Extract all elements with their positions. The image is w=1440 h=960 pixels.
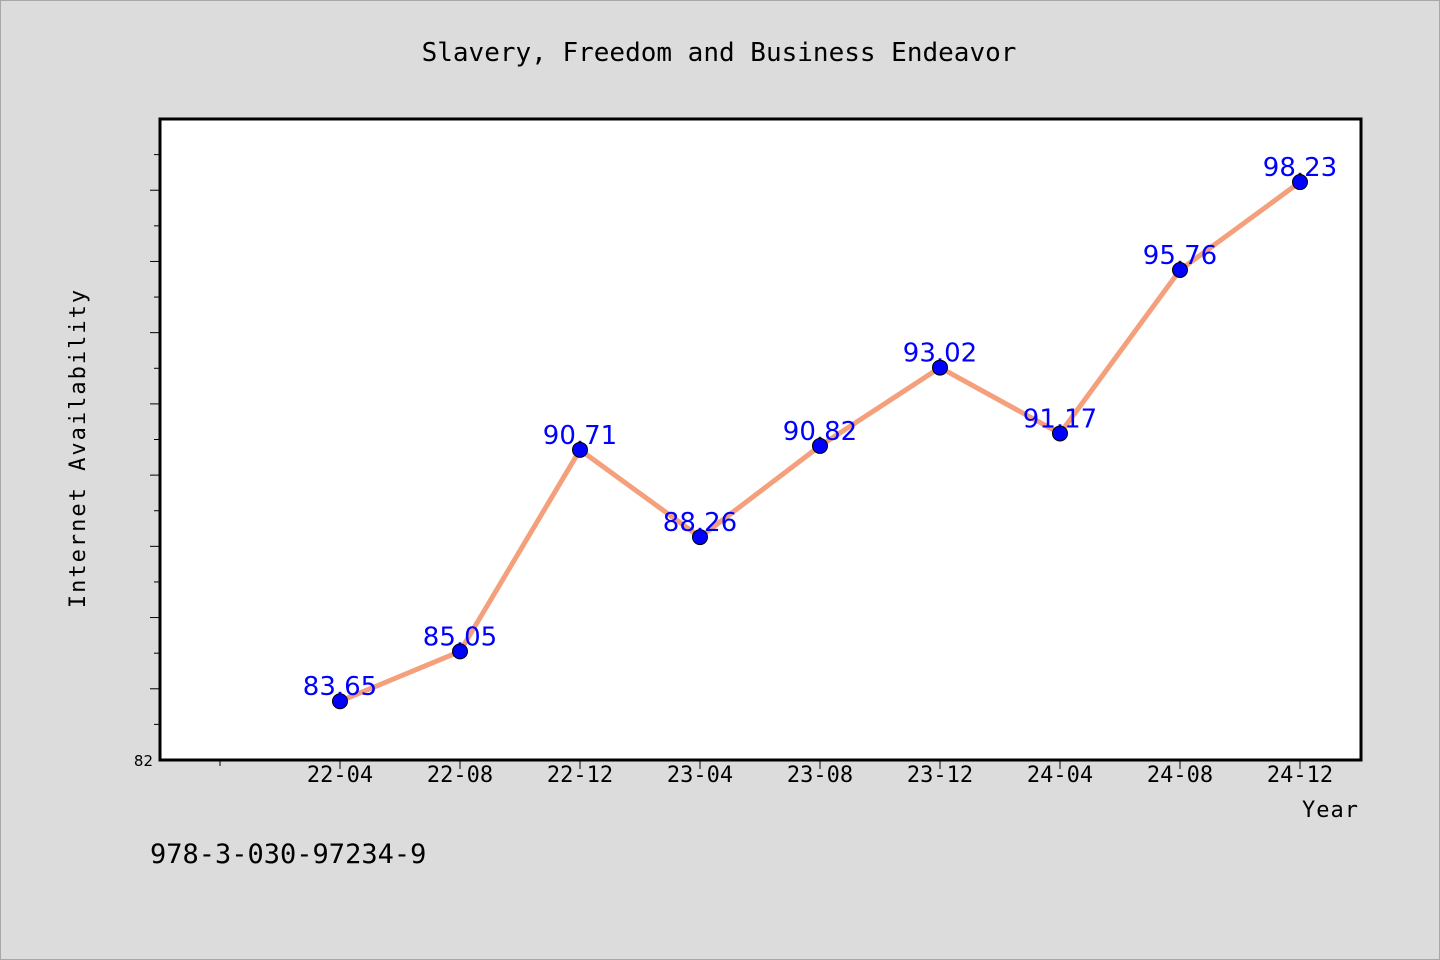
data-point <box>1052 425 1068 442</box>
data-point <box>692 529 708 546</box>
data-point <box>332 693 348 710</box>
data-labels-group: 83.6585.0590.7188.2690.8293.0291.1795.76… <box>303 153 1337 702</box>
x-axis-label: Year <box>1302 798 1359 823</box>
x-tick-label: 24-04 <box>1027 763 1093 788</box>
chart-title: Slavery, Freedom and Business Endeavor <box>422 38 1017 68</box>
x-tick-label: 23-12 <box>907 763 973 788</box>
x-tick-labels: 22-04 22-08 22-12 23-04 23-08 23-12 24-04 24-08… <box>307 763 1333 788</box>
footer-code: 978-3-030-97234-9 <box>150 839 426 870</box>
data-point <box>1172 261 1188 278</box>
data-point <box>812 437 828 454</box>
data-point <box>1292 174 1308 191</box>
x-axis-ticks <box>219 760 1301 769</box>
markers-group <box>332 174 1308 710</box>
x-tick-label: 22-12 <box>547 763 613 788</box>
x-tick-label: 24-12 <box>1267 763 1333 788</box>
data-point <box>572 441 588 458</box>
x-tick-label: 24-08 <box>1147 763 1213 788</box>
x-tick-label: 22-08 <box>427 763 493 788</box>
x-tick-label: 23-04 <box>667 763 733 788</box>
x-tick-label: 22-04 <box>307 763 373 788</box>
plot-area <box>158 117 1363 762</box>
y-axis-ticks <box>150 154 160 725</box>
x-tick-label: 23-08 <box>787 763 853 788</box>
data-point <box>932 359 948 376</box>
y-axis-label: Internet Availability <box>66 288 91 608</box>
y-tick-label: 82 <box>134 752 153 770</box>
data-point <box>452 643 468 660</box>
